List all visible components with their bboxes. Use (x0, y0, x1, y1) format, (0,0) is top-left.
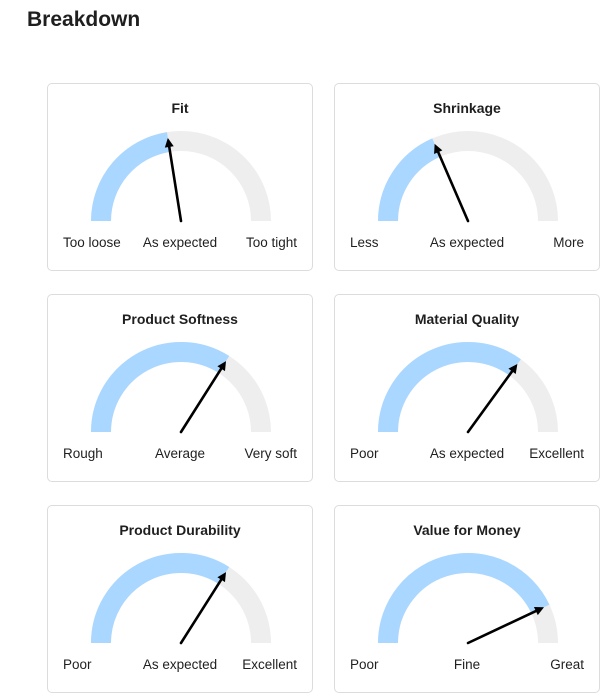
gauge-title: Product Durability (119, 522, 241, 538)
gauge-title: Fit (171, 100, 189, 116)
gauge-label-low: Less (350, 235, 379, 250)
gauge-title: Shrinkage (433, 100, 501, 116)
gauge-label-low: Rough (63, 446, 103, 461)
gauge-label-low: Poor (350, 446, 379, 461)
gauge-fit (91, 131, 271, 223)
gauge-needle (167, 145, 183, 223)
gauge-label-mid: Average (154, 446, 206, 461)
gauge-needle (179, 367, 223, 434)
gauge-label-low: Poor (350, 657, 379, 672)
gauge-needle-arrowhead (533, 606, 545, 616)
gauge-fill (378, 342, 521, 433)
gauge-card-product-durability: Product Durability Poor As expected Exce… (47, 505, 313, 693)
gauge-product-softness (91, 342, 271, 434)
gauge-label-high: Great (550, 657, 584, 672)
gauge-material-quality (378, 342, 558, 434)
gauge-label-high: More (553, 235, 584, 250)
gauge-label-high: Excellent (529, 446, 584, 461)
gauge-needle (179, 578, 223, 645)
gauge-card-product-softness: Product Softness Rough Average Very soft (47, 294, 313, 482)
gauge-title: Value for Money (413, 522, 521, 538)
gauge-label-mid: As expected (429, 235, 505, 250)
page-title: Breakdown (27, 8, 141, 31)
gauge-label-high: Too tight (245, 235, 297, 250)
gauge-shrinkage (378, 131, 558, 223)
gauge-label-high: Very soft (244, 446, 297, 461)
gauge-needle (466, 609, 538, 645)
gauge-needle-arrowhead (164, 138, 174, 148)
gauge-label-high: Excellent (242, 657, 297, 672)
gauge-fill (378, 553, 550, 644)
gauge-needle (436, 150, 470, 223)
gauge-card-shrinkage: Shrinkage Less As expected More (334, 83, 600, 271)
gauge-title: Material Quality (414, 311, 520, 327)
gauge-label-low: Too loose (63, 235, 121, 250)
gauge-label-mid: As expected (429, 446, 505, 461)
gauge-fill (378, 138, 441, 222)
gauge-needle-arrowhead (434, 143, 443, 154)
gauge-needle-arrowhead (217, 361, 227, 372)
gauge-label-mid: As expected (142, 235, 218, 250)
gauge-product-durability (91, 553, 271, 645)
gauge-title: Product Softness (122, 311, 238, 327)
gauge-label-low: Poor (63, 657, 92, 672)
gauge-label-mid: As expected (142, 657, 218, 672)
gauge-fill (91, 553, 230, 644)
gauge-needle-arrowhead (217, 572, 227, 583)
gauge-value-for-money (378, 553, 558, 645)
gauge-needle-arrowhead (508, 364, 518, 374)
gauge-card-fit: Fit Too loose As expected Too tight (47, 83, 313, 271)
gauge-card-material-quality: Material Quality Poor As expected Excell… (334, 294, 600, 482)
gauge-card-value-for-money: Value for Money Poor Fine Great (334, 505, 600, 693)
gauge-needle (466, 370, 514, 434)
gauge-fill (91, 132, 171, 222)
gauge-fill (91, 342, 230, 433)
gauge-label-mid: Fine (453, 657, 481, 672)
